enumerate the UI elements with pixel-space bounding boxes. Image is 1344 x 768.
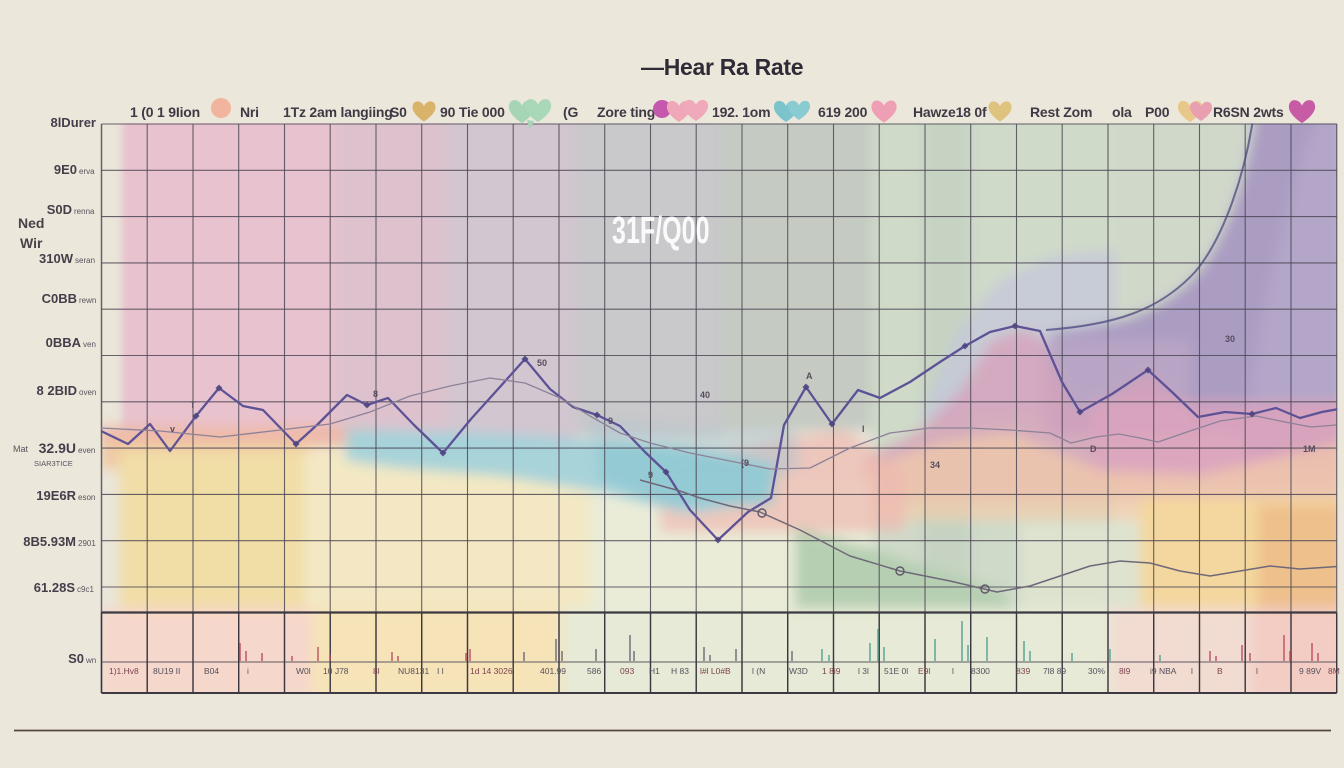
svg-text:eson: eson (78, 493, 95, 502)
svg-text:9: 9 (648, 470, 653, 480)
svg-text:8B5.93M: 8B5.93M (23, 534, 76, 549)
svg-text:Zore ting: Zore ting (597, 104, 655, 120)
svg-text:S0: S0 (390, 104, 407, 120)
svg-text:NU8131: NU8131 (398, 666, 429, 676)
svg-text:0BBA: 0BBA (46, 335, 82, 350)
svg-text:S0D: S0D (47, 202, 72, 217)
svg-text:8lDurer: 8lDurer (50, 115, 96, 130)
svg-text:W3D: W3D (789, 666, 808, 676)
svg-text:9: 9 (608, 416, 613, 426)
svg-text:P00: P00 (1145, 104, 1170, 120)
svg-text:093: 093 (620, 666, 634, 676)
svg-text:8M: 8M (1328, 666, 1340, 676)
svg-text:l: l (952, 666, 954, 676)
svg-text:30%: 30% (1088, 666, 1105, 676)
svg-text:i: i (247, 666, 249, 676)
svg-text:renna: renna (74, 207, 95, 216)
svg-text:7l8 89: 7l8 89 (1043, 666, 1066, 676)
svg-text:9 89V: 9 89V (1299, 666, 1322, 676)
svg-text:I l: I l (437, 666, 444, 676)
svg-text:oven: oven (79, 388, 96, 397)
svg-text:401.99: 401.99 (540, 666, 566, 676)
svg-text:rewn: rewn (79, 296, 96, 305)
svg-text:D: D (1090, 444, 1097, 454)
svg-text:Nri: Nri (240, 104, 259, 120)
svg-text:H 83: H 83 (671, 666, 689, 676)
svg-text:—Hear Ra Rate: —Hear Ra Rate (641, 54, 803, 80)
svg-text:192. 1om: 192. 1om (712, 104, 770, 120)
svg-text:8: 8 (373, 389, 378, 399)
svg-text:32.9U: 32.9U (39, 440, 76, 456)
svg-text:ola: ola (1112, 104, 1132, 120)
svg-text:C0BB: C0BB (42, 291, 77, 306)
svg-text:30: 30 (1225, 334, 1235, 344)
svg-text:31F/Q00: 31F/Q00 (612, 209, 710, 251)
svg-text:B: B (1217, 666, 1223, 676)
svg-text:S0: S0 (68, 651, 84, 666)
svg-text:i9 NBA: i9 NBA (1150, 666, 1177, 676)
svg-text:9E0: 9E0 (54, 162, 77, 177)
svg-text:1Tz 2am langiing: 1Tz 2am langiing (283, 104, 393, 120)
svg-text:seran: seran (75, 256, 95, 265)
svg-text:l: l (1256, 666, 1258, 676)
svg-text:Mat: Mat (13, 444, 29, 454)
svg-text:839: 839 (1016, 666, 1030, 676)
svg-text:W0l: W0l (296, 666, 311, 676)
svg-text:Hawze18 0f: Hawze18 0f (913, 104, 987, 120)
svg-text:90 Tie 000: 90 Tie 000 (440, 104, 505, 120)
svg-text:19E6R: 19E6R (36, 488, 76, 503)
svg-text:40: 40 (700, 390, 710, 400)
svg-text:310W: 310W (39, 251, 74, 266)
svg-text:34: 34 (930, 460, 940, 470)
svg-text:c9c1: c9c1 (77, 585, 94, 594)
svg-text:A: A (806, 371, 813, 381)
svg-text:v: v (170, 424, 175, 434)
svg-text:586: 586 (587, 666, 601, 676)
svg-text:8300: 8300 (971, 666, 990, 676)
svg-text:l#l L0#B: l#l L0#B (700, 666, 731, 676)
svg-text:619 200: 619 200 (818, 104, 868, 120)
svg-text:8U19 II: 8U19 II (153, 666, 180, 676)
svg-text:8l: 8l (373, 666, 380, 676)
svg-text:E9l: E9l (918, 666, 930, 676)
svg-text:wn: wn (85, 656, 96, 665)
svg-text:1M: 1M (1303, 444, 1316, 454)
svg-text:Rest Zom: Rest Zom (1030, 104, 1092, 120)
svg-text:2901: 2901 (78, 539, 96, 548)
svg-text:erva: erva (79, 167, 95, 176)
svg-text:1 8i9: 1 8i9 (822, 666, 841, 676)
svg-text:Wir: Wir (20, 235, 43, 251)
svg-text:(G: (G (563, 104, 578, 120)
svg-text:l (N: l (N (752, 666, 765, 676)
svg-text:T: T (190, 400, 196, 410)
svg-text:ven: ven (83, 340, 96, 349)
svg-text:R6SN 2wts: R6SN 2wts (1213, 104, 1284, 120)
svg-text:51E 0l: 51E 0l (884, 666, 908, 676)
svg-text:l: l (862, 424, 865, 434)
svg-text:10 J78: 10 J78 (323, 666, 349, 676)
svg-text:1 (0 1 9Iion: 1 (0 1 9Iion (130, 104, 200, 120)
svg-text:l 3l: l 3l (858, 666, 869, 676)
svg-text:SIAR3TICE: SIAR3TICE (34, 459, 73, 468)
svg-text:H1: H1 (649, 666, 660, 676)
svg-text:61.28S: 61.28S (34, 580, 76, 595)
svg-text:even: even (78, 446, 95, 455)
svg-text:50: 50 (537, 358, 547, 368)
svg-text:B04: B04 (204, 666, 219, 676)
svg-text:1d 14 3026: 1d 14 3026 (470, 666, 513, 676)
svg-text:l: l (1191, 666, 1193, 676)
svg-text:8 2BID: 8 2BID (37, 383, 77, 398)
svg-text:8l9: 8l9 (1119, 666, 1131, 676)
svg-text:1)1.Hv8: 1)1.Hv8 (109, 666, 139, 676)
svg-text:(9: (9 (741, 458, 749, 468)
svg-text:Ned: Ned (18, 215, 44, 231)
